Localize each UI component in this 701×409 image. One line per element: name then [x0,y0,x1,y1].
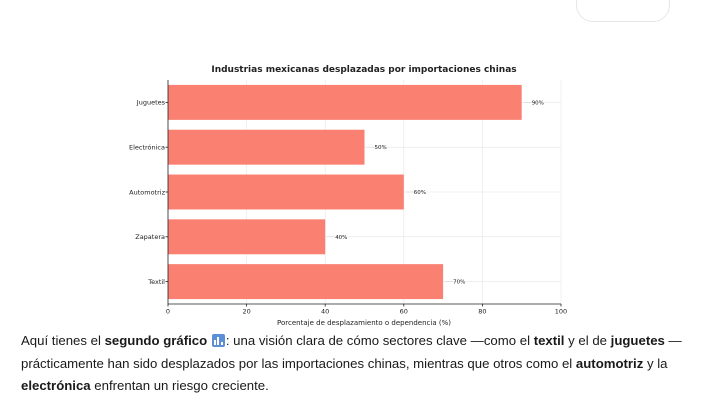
assistant-message: Aquí tienes el segundo gráfico : una vis… [21,330,686,398]
x-tick-label: 80 [478,308,486,316]
category-label: Textil [147,278,165,286]
caption-text-3: y el de [564,333,611,348]
value-label: 50% [375,145,387,151]
bar-automotriz [168,174,404,210]
chart-image: Industrias mexicanas desplazadas por imp… [100,58,600,330]
caption-text-4: — prácticamente han sido desplazados por… [21,333,682,371]
value-label: 70% [453,280,465,286]
category-label: Juguetes [136,99,166,107]
caption-bold-textil: textil [533,333,565,348]
caption-text-5: y la [643,355,668,371]
x-tick-label: 60 [400,308,408,316]
caption-text-2: : una visión clara de cómo sectores clav… [225,333,534,348]
x-tick-label: 0 [166,308,170,316]
bar-chart: Industrias mexicanas desplazadas por imp… [129,65,567,327]
value-label: 60% [414,190,426,196]
caption-bold-automotriz: automotriz [575,355,644,371]
x-tick-label: 100 [555,308,567,316]
value-label: 90% [532,100,544,106]
caption-bold-electronica: electrónica [21,378,91,393]
bar-chart-icon [211,334,225,347]
category-label: Automotriz [129,188,165,196]
caption-text-6: enfrentan un riesgo creciente. [90,378,269,393]
chart-title: Industrias mexicanas desplazadas por imp… [211,65,516,75]
caption-bold-juguetes: juguetes [610,333,665,348]
bar-zapatera [168,219,326,255]
value-label: 40% [335,235,347,241]
bar-electrónica [168,129,365,165]
bar-textil [168,264,444,300]
category-label: Zapatera [135,233,165,241]
bar-juguetes [168,84,522,120]
x-tick-label: 20 [242,308,250,316]
top-pill-button[interactable] [576,0,670,22]
x-tick-label: 40 [321,308,329,316]
x-axis-label: Porcentaje de desplazamiento o dependenc… [277,319,451,327]
category-label: Electrónica [129,144,165,152]
caption-bold-segundo-grafico: segundo gráfico [104,333,208,348]
caption-text-1: Aquí tienes el [21,333,105,348]
